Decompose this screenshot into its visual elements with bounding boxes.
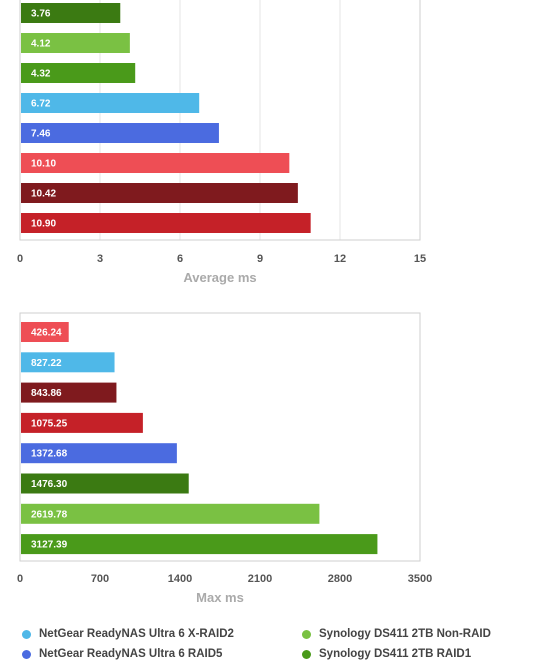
bar-value-label: 4.32 [31, 69, 51, 80]
bar-value-label: 10.90 [31, 219, 56, 230]
legend-swatch [22, 649, 31, 659]
legend-label: Synology DS411 2TB RAID1 [319, 648, 472, 660]
bar [21, 93, 200, 113]
legend-item: NetGear ReadyNAS Ultra 6 RAID5 [22, 648, 222, 660]
bar [21, 534, 378, 555]
bar [21, 412, 143, 433]
legend-swatch [302, 629, 311, 639]
x-tick-label: 2100 [248, 573, 272, 585]
legend-label: NetGear ReadyNAS Ultra 6 X-RAID2 [39, 628, 234, 640]
bar-value-label: 1075.25 [31, 418, 68, 429]
bar-value-label: 10.42 [31, 189, 56, 200]
bar-value-label: 1476.30 [31, 479, 68, 490]
x-tick-label: 700 [91, 573, 109, 585]
legend-item: Synology DS411 2TB RAID1 [302, 648, 471, 660]
bar-value-label: 1372.68 [31, 449, 68, 460]
x-tick-label: 9 [257, 253, 263, 265]
bar [21, 183, 298, 203]
plot-frame [19, 0, 421, 241]
bar-value-label: 10.10 [31, 159, 56, 170]
legend-item: Synology DS411 2TB Non-RAID [302, 628, 491, 640]
x-axis-title: Max ms [196, 590, 244, 605]
legend-swatch [22, 629, 31, 639]
bar-value-label: 7.46 [31, 129, 51, 140]
x-tick-label: 3500 [408, 573, 432, 585]
x-tick-label: 0 [17, 253, 23, 265]
legend-item: NetGear ReadyNAS Ultra 6 X-RAID2 [22, 628, 234, 640]
x-tick-label: 3 [97, 253, 103, 265]
bar [21, 322, 69, 342]
bar-value-label: 3127.39 [31, 540, 68, 551]
bar-value-label: 4.12 [31, 39, 51, 50]
legend-swatch [302, 649, 311, 659]
bar [21, 443, 177, 464]
x-tick-label: 0 [17, 573, 23, 585]
bar-value-label: 2619.78 [31, 509, 68, 520]
x-tick-label: 1400 [168, 573, 192, 585]
bar-value-label: 827.22 [31, 358, 62, 369]
x-tick-label: 15 [414, 253, 426, 265]
bar [21, 123, 219, 143]
bar [21, 33, 130, 53]
x-axis-title: Average ms [183, 270, 256, 285]
bar [21, 382, 117, 403]
bar [21, 352, 115, 373]
bar-value-label: 426.24 [31, 328, 62, 339]
bar [21, 213, 311, 233]
plot-frame [19, 312, 421, 562]
bar [21, 3, 121, 23]
bar-value-label: 3.76 [31, 9, 51, 20]
bar-value-label: 843.86 [31, 388, 62, 399]
x-tick-label: 12 [334, 253, 346, 265]
bar-value-label: 6.72 [31, 99, 51, 110]
legend-label: Synology DS411 2TB Non-RAID [319, 628, 491, 640]
bar [21, 503, 320, 524]
x-tick-label: 6 [177, 253, 183, 265]
legend-label: NetGear ReadyNAS Ultra 6 RAID5 [39, 648, 223, 660]
bar [21, 63, 136, 83]
bar [21, 153, 290, 173]
bar [21, 473, 189, 494]
x-tick-label: 2800 [328, 573, 352, 585]
